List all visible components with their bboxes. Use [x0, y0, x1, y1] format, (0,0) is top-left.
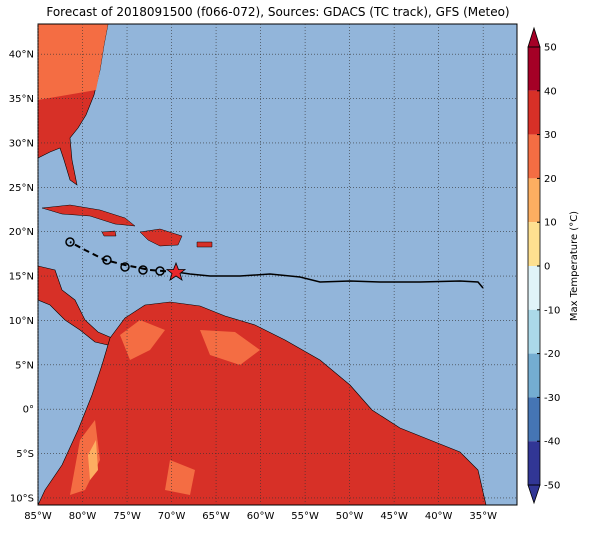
lon-tick-label: 55°W	[291, 511, 319, 522]
map-frame	[37, 23, 518, 506]
colorbar-band	[528, 353, 540, 398]
lat-tick-label: 0°	[23, 405, 34, 416]
lon-tick-label: 35°W	[469, 511, 497, 522]
colorbar-tick-label: -20	[544, 349, 560, 360]
lon-tick-label: 65°W	[202, 511, 230, 522]
colorbar-tick-label: -50	[544, 481, 560, 492]
colorbar-band	[528, 47, 540, 91]
lat-tick-label: 35°N	[9, 94, 34, 105]
lat-tick-label: 30°N	[9, 138, 34, 149]
colorbar-band	[528, 266, 540, 310]
lon-tick-label: 60°W	[247, 511, 275, 522]
colorbar-band	[528, 222, 540, 266]
colorbar-tick-label: 10	[544, 218, 557, 229]
colorbar-tick-label: 40	[544, 86, 557, 97]
south-america	[37, 301, 487, 506]
tc-track	[175, 271, 484, 289]
graticule	[37, 24, 517, 505]
lat-tick-label: 5°N	[15, 360, 34, 371]
tc-symbols	[65, 237, 165, 276]
lon-tick-label: 45°W	[380, 511, 408, 522]
lat-tick-label: 10°N	[9, 316, 34, 327]
lon-tick-label: 50°W	[336, 511, 364, 522]
colorbar-tick-label: -10	[544, 305, 560, 316]
colorbar-band	[528, 90, 540, 135]
map-area	[37, 23, 518, 506]
lon-tick-label: 75°W	[113, 511, 141, 522]
north-america-inland	[38, 24, 108, 100]
colorbar-tick-label: 0	[544, 262, 550, 273]
colorbar-extend-top	[527, 26, 541, 48]
colorbar: 50 40 30 20 10 0 -10 -20 -30 -40 -50 Max Temperatur…	[527, 26, 580, 505]
land-warm-patches	[70, 320, 260, 495]
colorbar-tick-label: 50	[544, 43, 557, 54]
colorbar-tick-label: 30	[544, 130, 557, 141]
lon-tick-label: 40°W	[425, 511, 453, 522]
lat-tick-label: 10°S	[10, 493, 34, 504]
cuba	[41, 204, 136, 227]
jamaica	[101, 230, 117, 237]
lat-tick-label: 5°S	[16, 449, 34, 460]
colorbar-tick-label: -40	[544, 437, 560, 448]
lon-tick-label: 80°W	[69, 511, 97, 522]
colorbar-band	[528, 397, 540, 442]
lon-tick-label: 70°W	[158, 511, 186, 522]
lon-tick-label: 85°W	[24, 511, 52, 522]
colorbar-band	[528, 134, 540, 179]
land-cool-patch	[88, 440, 98, 480]
colorbar-extend-bottom	[527, 484, 541, 505]
tc-forecast-track	[69, 241, 177, 273]
colorbar-band	[528, 441, 540, 485]
colorbar-tick-label: -30	[544, 393, 560, 404]
lat-tick-label: 20°N	[9, 227, 34, 238]
lat-tick-label: 15°N	[9, 272, 34, 283]
lat-tick-label: 25°N	[9, 183, 34, 194]
colorbar-tick-label: 20	[544, 174, 557, 185]
colorbar-label: Max Temperature (°C)	[569, 211, 580, 321]
lat-tick-label: 40°N	[9, 50, 34, 61]
map-title: Forecast of 2018091500 (f066-072), Sourc…	[46, 5, 509, 19]
colorbar-band	[528, 178, 540, 223]
puerto-rico	[196, 241, 213, 248]
hispaniola	[139, 228, 183, 247]
colorbar-band	[528, 309, 540, 354]
tc-position	[165, 261, 187, 281]
